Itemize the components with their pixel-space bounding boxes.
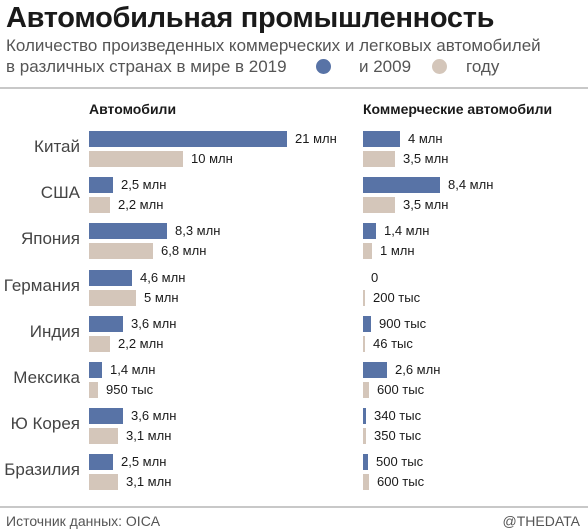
bar-value-label: 900 тыс bbox=[379, 315, 427, 331]
bar-cars-2019 bbox=[89, 269, 132, 286]
bar-value-label: 3,1 млн bbox=[126, 474, 172, 490]
bar-cars-2009 bbox=[89, 197, 110, 214]
bar-cars-2009 bbox=[89, 382, 98, 398]
bar-cars-2019 bbox=[89, 223, 167, 240]
bar-commercial-2009 bbox=[363, 151, 395, 167]
bar-commercial-2009 bbox=[363, 335, 365, 352]
bar-cars-2009 bbox=[89, 474, 118, 491]
bar-commercial-2019 bbox=[363, 362, 387, 378]
bar-value-label: 46 тыс bbox=[373, 335, 413, 351]
bottom-rule bbox=[0, 506, 588, 508]
country-label: Ю Корея bbox=[10, 414, 80, 434]
country-label: Япония bbox=[20, 229, 80, 249]
bar-value-label: 3,6 млн bbox=[131, 408, 177, 424]
bar-commercial-2019 bbox=[363, 177, 440, 194]
bar-value-label: 340 тыс bbox=[374, 408, 422, 424]
brand-credit: @THEDATA bbox=[502, 513, 580, 529]
bar-value-label: 500 тыс bbox=[376, 454, 424, 470]
bar-value-label: 6,8 млн bbox=[161, 243, 207, 259]
bar-commercial-2009 bbox=[363, 289, 365, 306]
bar-cars-2009 bbox=[89, 428, 118, 445]
bar-commercial-2009 bbox=[363, 243, 372, 260]
top-rule bbox=[0, 87, 588, 89]
bar-value-label: 8,4 млн bbox=[448, 177, 494, 193]
bar-cars-2009 bbox=[89, 151, 183, 167]
bar-value-label: 950 тыс bbox=[106, 382, 154, 397]
bar-value-label: 1,4 млн bbox=[110, 362, 156, 377]
bar-value-label: 4,6 млн bbox=[140, 269, 186, 285]
bar-commercial-2019 bbox=[363, 315, 371, 332]
chart-title: Автомобильная промышленность bbox=[6, 2, 495, 34]
country-label: Бразилия bbox=[4, 460, 80, 480]
country-label: Мексика bbox=[13, 368, 80, 387]
bar-commercial-2019 bbox=[363, 223, 376, 240]
bar-value-label: 3,6 млн bbox=[131, 315, 177, 331]
bar-commercial-2009 bbox=[363, 428, 366, 445]
bar-value-label: 21 млн bbox=[295, 131, 337, 146]
bar-cars-2019 bbox=[89, 454, 113, 471]
bar-value-label: 1,4 млн bbox=[384, 223, 430, 239]
bar-value-label: 3,1 млн bbox=[126, 428, 172, 444]
bar-value-label: 2,5 млн bbox=[121, 454, 167, 470]
bar-value-label: 2,2 млн bbox=[118, 335, 164, 351]
bar-commercial-2009 bbox=[363, 197, 395, 214]
bar-value-label: 600 тыс bbox=[377, 382, 425, 397]
bar-cars-2009 bbox=[89, 289, 136, 306]
bar-value-label: 4 млн bbox=[408, 131, 443, 146]
bar-commercial-2019 bbox=[363, 454, 368, 471]
bar-value-label: 3,5 млн bbox=[403, 151, 449, 166]
country-label: Индия bbox=[29, 321, 80, 341]
panel-header-cars: Автомобили bbox=[89, 101, 177, 117]
bar-cars-2019 bbox=[89, 315, 123, 332]
country-label: Китай bbox=[34, 137, 80, 156]
legend-text-2009: и 2009 bbox=[359, 57, 412, 76]
bar-value-label: 2,6 млн bbox=[395, 362, 441, 377]
bar-cars-2009 bbox=[89, 335, 110, 352]
bar-value-label: 0 bbox=[371, 269, 379, 285]
bar-value-label: 350 тыс bbox=[374, 428, 422, 444]
bar-value-label: 5 млн bbox=[144, 289, 179, 305]
country-label: США bbox=[40, 183, 80, 203]
bar-cars-2019 bbox=[89, 177, 113, 194]
bar-commercial-2009 bbox=[363, 382, 369, 398]
panel-header-commercial: Коммерческие автомобили bbox=[363, 101, 553, 117]
bar-value-label: 8,3 млн bbox=[175, 223, 221, 239]
chart-subtitle-line1: Количество произведенных коммерческих и … bbox=[6, 36, 541, 55]
bar-value-label: 2,5 млн bbox=[121, 177, 167, 193]
bar-commercial-2009 bbox=[363, 474, 369, 491]
chart-subtitle-line2: в различных странах в мире в 2019 bbox=[6, 57, 287, 76]
legend-dot-2019 bbox=[316, 59, 331, 74]
source-note: Источник данных: OICA bbox=[6, 513, 161, 529]
bar-commercial-2019 bbox=[363, 408, 366, 425]
bar-value-label: 2,2 млн bbox=[118, 197, 164, 213]
bar-value-label: 1 млн bbox=[380, 243, 415, 259]
bar-cars-2019 bbox=[89, 408, 123, 425]
bar-value-label: 3,5 млн bbox=[403, 197, 449, 213]
bar-cars-2019 bbox=[89, 131, 287, 147]
country-label: Германия bbox=[3, 275, 80, 295]
bar-commercial-2019 bbox=[363, 131, 400, 147]
bar-cars-2019 bbox=[89, 362, 102, 378]
bar-value-label: 200 тыс bbox=[373, 289, 421, 305]
bar-value-label: 600 тыс bbox=[377, 474, 425, 490]
bar-cars-2009 bbox=[89, 243, 153, 260]
bar-value-label: 10 млн bbox=[191, 151, 233, 166]
legend-text-year: году bbox=[466, 57, 500, 76]
legend-dot-2009 bbox=[432, 59, 447, 74]
